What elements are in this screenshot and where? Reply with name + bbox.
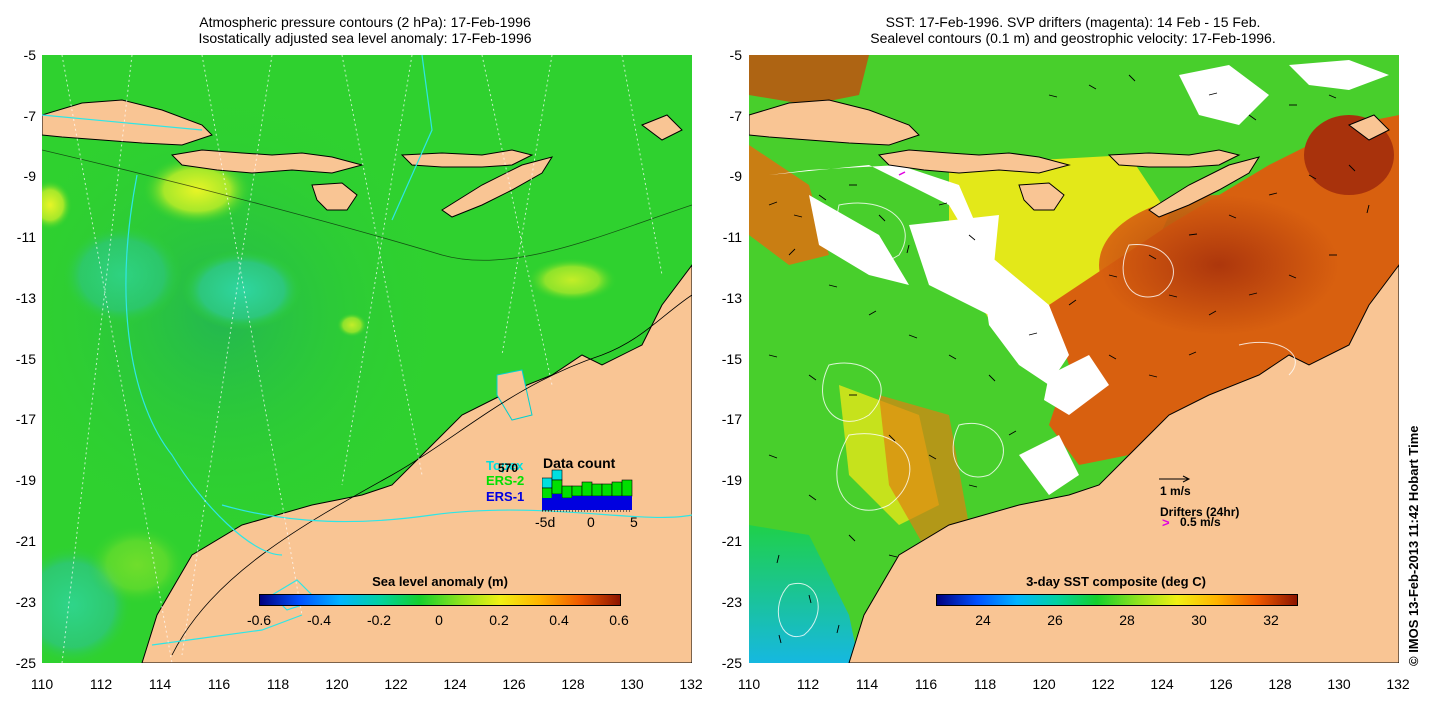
left-colorbar-tick: 0.2 — [489, 612, 509, 628]
velocity-vectors — [768, 74, 1370, 644]
left-x-tick: 118 — [266, 676, 290, 692]
right-y-tick: -19 — [721, 472, 742, 488]
left-colorbar-tick: 0.4 — [549, 612, 569, 628]
left-y-tick: -7 — [23, 108, 36, 124]
right-x-tick: 128 — [1268, 676, 1292, 692]
left-y-tick: -19 — [15, 472, 36, 488]
left-y-tick: -5 — [23, 47, 36, 63]
left-y-tick: -11 — [16, 229, 36, 245]
drifters-label: Drifters (24hr) — [1160, 505, 1240, 519]
left-x-tick: 112 — [89, 676, 113, 692]
left-x-tick: 122 — [384, 676, 408, 692]
right-x-tick: 116 — [914, 676, 938, 692]
right-x-tick: 122 — [1091, 676, 1115, 692]
right-x-tick: 112 — [796, 676, 820, 692]
legend-topex: Topex — [486, 458, 524, 473]
right-title-line2: Sealevel contours (0.1 m) and geostrophi… — [870, 30, 1276, 46]
right-x-tick: 118 — [973, 676, 997, 692]
left-colorbar-tick: -0.2 — [366, 612, 392, 628]
right-y-tick: -13 — [721, 290, 742, 306]
right-y-tick: -23 — [721, 594, 742, 610]
legend-count: 570 — [498, 461, 519, 475]
left-colorbar-tick: -0.6 — [246, 612, 272, 628]
right-colorbar — [936, 594, 1298, 606]
left-x-tick: 126 — [502, 676, 526, 692]
left-map[interactable] — [42, 55, 692, 663]
right-x-tick: 110 — [737, 676, 761, 692]
left-y-tick: -15 — [15, 351, 36, 367]
right-y-tick: -25 — [721, 655, 742, 671]
left-y-tick: -25 — [15, 655, 36, 671]
right-x-tick: 114 — [855, 676, 879, 692]
right-y-tick: -5 — [729, 47, 742, 63]
right-y-tick: -21 — [721, 533, 742, 549]
right-x-tick: 120 — [1032, 676, 1056, 692]
right-colorbar-tick: 24 — [975, 612, 991, 628]
legend-title: Data count — [543, 455, 616, 471]
legend-axis-tick: 5 — [630, 514, 638, 530]
left-x-tick: 120 — [325, 676, 349, 692]
drifter-symbol: > — [1162, 515, 1170, 530]
left-colorbar — [259, 594, 621, 606]
right-map[interactable] — [749, 55, 1399, 663]
right-colorbar-tick: 28 — [1119, 612, 1135, 628]
left-x-tick: 114 — [148, 676, 172, 692]
left-title-line2: Isostatically adjusted sea level anomaly… — [198, 30, 532, 46]
right-title-line1: SST: 17-Feb-1996. SVP drifters (magenta)… — [885, 14, 1261, 30]
right-title: SST: 17-Feb-1996. SVP drifters (magenta)… — [748, 14, 1398, 46]
left-colorbar-tick: 0.6 — [609, 612, 629, 628]
left-title-line1: Atmospheric pressure contours (2 hPa): 1… — [199, 14, 531, 30]
left-colorbar-tick: 0 — [435, 612, 443, 628]
left-title: Atmospheric pressure contours (2 hPa): 1… — [40, 14, 690, 46]
right-y-tick: -9 — [729, 168, 742, 184]
left-x-tick: 128 — [561, 676, 585, 692]
right-y-tick: -15 — [721, 351, 742, 367]
drifters-speed: 0.5 m/s — [1180, 515, 1221, 529]
sst-map — [749, 55, 1399, 663]
left-x-tick: 110 — [30, 676, 54, 692]
right-x-tick: 124 — [1150, 676, 1174, 692]
legend-axis-tick: 0 — [587, 514, 595, 530]
right-y-tick: -7 — [729, 108, 742, 124]
credit-text: © IMOS 13-Feb-2013 11:42 Hobart Time — [1406, 425, 1421, 666]
right-colorbar-tick: 26 — [1047, 612, 1063, 628]
left-x-tick: 124 — [443, 676, 467, 692]
right-x-tick: 132 — [1386, 676, 1410, 692]
right-y-tick: -11 — [722, 229, 742, 245]
left-colorbar-label: Sea level anomaly (m) — [372, 574, 508, 589]
velocity-scale-label: 1 m/s — [1160, 484, 1191, 498]
left-x-tick: 116 — [207, 676, 231, 692]
left-colorbar-tick: -0.4 — [306, 612, 332, 628]
legend-ers1: ERS-1 — [486, 489, 525, 504]
right-colorbar-label: 3-day SST composite (deg C) — [1026, 574, 1206, 589]
left-x-tick: 130 — [620, 676, 644, 692]
legend-ers2: ERS-2 — [486, 473, 525, 488]
right-colorbar-tick: 32 — [1263, 612, 1279, 628]
left-y-tick: -21 — [15, 533, 36, 549]
sea-level-anomaly-map — [42, 55, 692, 663]
velocity-scale-arrow — [1159, 475, 1191, 483]
legend-axis-tick: -5d — [535, 514, 556, 530]
right-x-tick: 130 — [1327, 676, 1351, 692]
data-count-bars — [542, 469, 633, 512]
right-x-tick: 126 — [1209, 676, 1233, 692]
left-y-tick: -9 — [23, 168, 36, 184]
right-y-tick: -17 — [721, 411, 742, 427]
left-x-tick: 132 — [679, 676, 703, 692]
left-y-tick: -23 — [15, 594, 36, 610]
left-y-tick: -17 — [15, 411, 36, 427]
right-colorbar-tick: 30 — [1191, 612, 1207, 628]
left-y-tick: -13 — [15, 290, 36, 306]
